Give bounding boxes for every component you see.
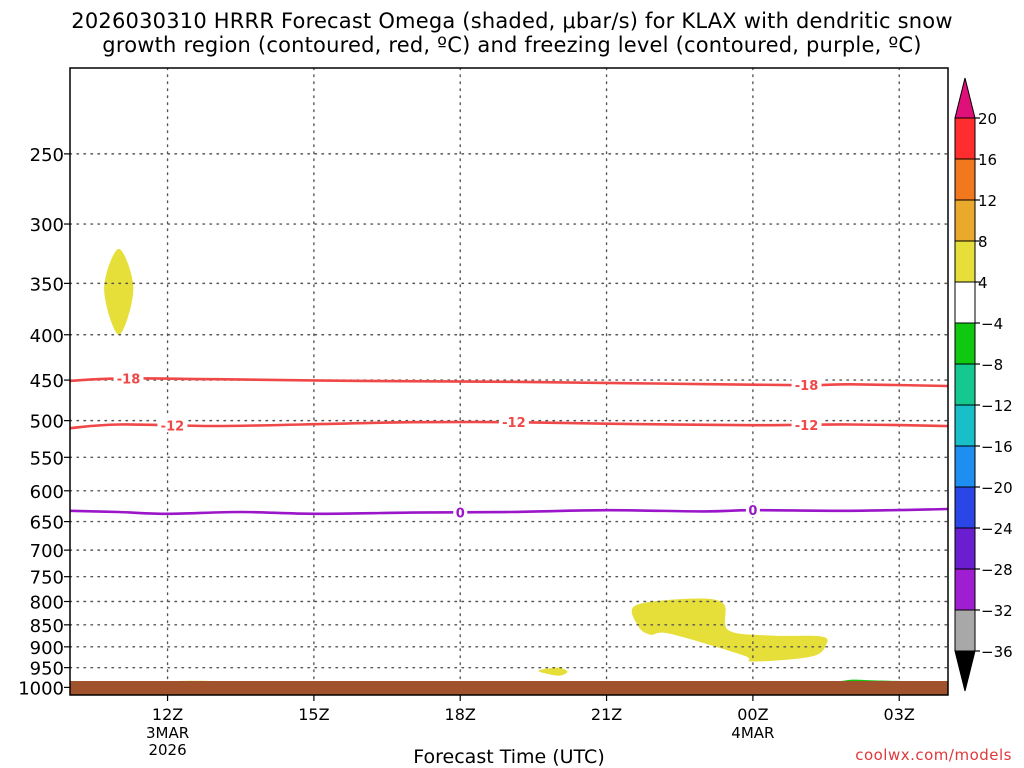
colorbar-label-12: −28 bbox=[981, 561, 1013, 579]
omega-region-4 bbox=[538, 667, 568, 676]
colorbar-cell-3 bbox=[954, 199, 976, 242]
terrain-strip bbox=[70, 681, 948, 695]
y-tick-label-900: 900 bbox=[30, 638, 64, 659]
contour-label-0-1: 0 bbox=[456, 506, 465, 521]
y-tick-label-450: 450 bbox=[30, 371, 64, 392]
colorbar-cell-9 bbox=[954, 445, 976, 488]
contour-label-neg18-1: -18 bbox=[117, 372, 141, 387]
y-tick-label-550: 550 bbox=[30, 448, 64, 469]
omega-region-3 bbox=[631, 598, 828, 662]
y-tick-label-950: 950 bbox=[30, 659, 64, 680]
colorbar-cell-10 bbox=[954, 486, 976, 529]
colorbar-cell-11 bbox=[954, 527, 976, 570]
contour-label-bg-0-0 bbox=[113, 370, 144, 386]
x-tick-label-03Z: 03Z bbox=[884, 705, 915, 724]
x-tick-sublabel-4MAR: 4MAR bbox=[731, 724, 774, 742]
contour-label-neg18-2: -18 bbox=[795, 379, 819, 394]
omega-region-1 bbox=[104, 248, 134, 335]
y-tick-label-350: 350 bbox=[30, 274, 64, 295]
colorbar-cell-6 bbox=[954, 322, 976, 365]
y-tick-label-500: 500 bbox=[30, 412, 64, 433]
contour-label-bg-1-0 bbox=[157, 417, 188, 433]
contour-label-bg-0-1 bbox=[791, 377, 822, 393]
contour-label-0-2: 0 bbox=[748, 504, 757, 519]
contour-label-neg12-3: -12 bbox=[795, 419, 819, 434]
y-tick-label-600: 600 bbox=[30, 482, 64, 503]
contour-label-bg-1-1 bbox=[498, 414, 529, 430]
colorbar-cell-2 bbox=[954, 158, 976, 201]
colorbar-cell-4 bbox=[954, 240, 976, 283]
x-tick-label-21Z: 21Z bbox=[591, 705, 622, 724]
y-tick-label-800: 800 bbox=[30, 593, 64, 614]
plot-inner: -18 -18 -12 -12 -12 0 0 bbox=[70, 68, 948, 695]
colorbar-label-1: 20 bbox=[978, 110, 997, 128]
contour-label-neg12-2: -12 bbox=[502, 416, 526, 431]
x-tick-sublabel-2026: 2026 bbox=[148, 741, 186, 759]
contour-label-neg12-1: -12 bbox=[161, 419, 185, 434]
x-tick-label-18Z: 18Z bbox=[445, 705, 476, 724]
colorbar-label-9: −16 bbox=[981, 438, 1013, 456]
colorbar-top-arrow bbox=[954, 77, 976, 119]
y-tick-label-250: 250 bbox=[30, 145, 64, 166]
colorbar: 20 16 12 8 4 −4 −8 −12 −16 −20 −24 −28 −32 −36 bbox=[954, 77, 1013, 692]
colorbar-label-13: −32 bbox=[981, 602, 1013, 620]
x-axis-label: Forecast Time (UTC) bbox=[413, 746, 604, 768]
y-tick-label-750: 750 bbox=[30, 568, 64, 589]
colorbar-label-11: −24 bbox=[981, 520, 1013, 538]
colorbar-cell-12 bbox=[954, 568, 976, 611]
colorbar-cell-7 bbox=[954, 363, 976, 406]
colorbar-cell-8 bbox=[954, 404, 976, 447]
credit-text: coolwx.com/models bbox=[855, 746, 1012, 764]
colorbar-label-7: −8 bbox=[981, 356, 1003, 374]
y-tick-label-300: 300 bbox=[30, 215, 64, 236]
contour-line-neg18 bbox=[70, 377, 948, 388]
y-tick-label-650: 650 bbox=[30, 513, 64, 534]
colorbar-label-8: −12 bbox=[981, 397, 1013, 415]
colorbar-bottom-arrow bbox=[954, 650, 976, 692]
axes: 2503003504004505005506006507007508008509… bbox=[18, 67, 949, 759]
colorbar-cell-5 bbox=[954, 281, 976, 324]
colorbar-label-10: −20 bbox=[981, 479, 1013, 497]
chart-title-line-2: growth region (contoured, red, ºC) and f… bbox=[102, 33, 922, 57]
plot-area: -18 -18 -12 -12 -12 0 0 bbox=[70, 68, 948, 695]
colorbar-cell-1 bbox=[954, 117, 976, 160]
y-tick-label-400: 400 bbox=[30, 326, 64, 347]
colorbar-label-14: −36 bbox=[981, 643, 1013, 661]
colorbar-label-2: 16 bbox=[978, 151, 997, 169]
y-tick-label-700: 700 bbox=[30, 541, 64, 562]
x-tick-label-00Z: 00Z bbox=[737, 705, 768, 724]
colorbar-label-3: 12 bbox=[978, 192, 997, 210]
x-tick-sublabel-3MAR: 3MAR bbox=[146, 724, 189, 742]
colorbar-label-4: 8 bbox=[978, 233, 988, 251]
x-tick-label-12Z: 12Z bbox=[152, 705, 183, 724]
colorbar-cell-13 bbox=[954, 609, 976, 652]
contour-line-0 bbox=[70, 507, 948, 516]
contour-label-bg-2-1 bbox=[745, 502, 760, 518]
contour-label-bg-1-2 bbox=[791, 416, 822, 432]
plot-frame bbox=[69, 67, 949, 696]
y-tick-label-1000: 1000 bbox=[18, 678, 64, 699]
contour-label-bg-2-0 bbox=[453, 504, 468, 520]
x-tick-label-15Z: 15Z bbox=[298, 705, 329, 724]
colorbar-label-6: −4 bbox=[981, 315, 1003, 333]
colorbar-label-5: 4 bbox=[978, 274, 988, 292]
chart-title-line-1: 2026030310 HRRR Forecast Omega (shaded, … bbox=[71, 9, 953, 33]
y-tick-label-850: 850 bbox=[30, 616, 64, 637]
